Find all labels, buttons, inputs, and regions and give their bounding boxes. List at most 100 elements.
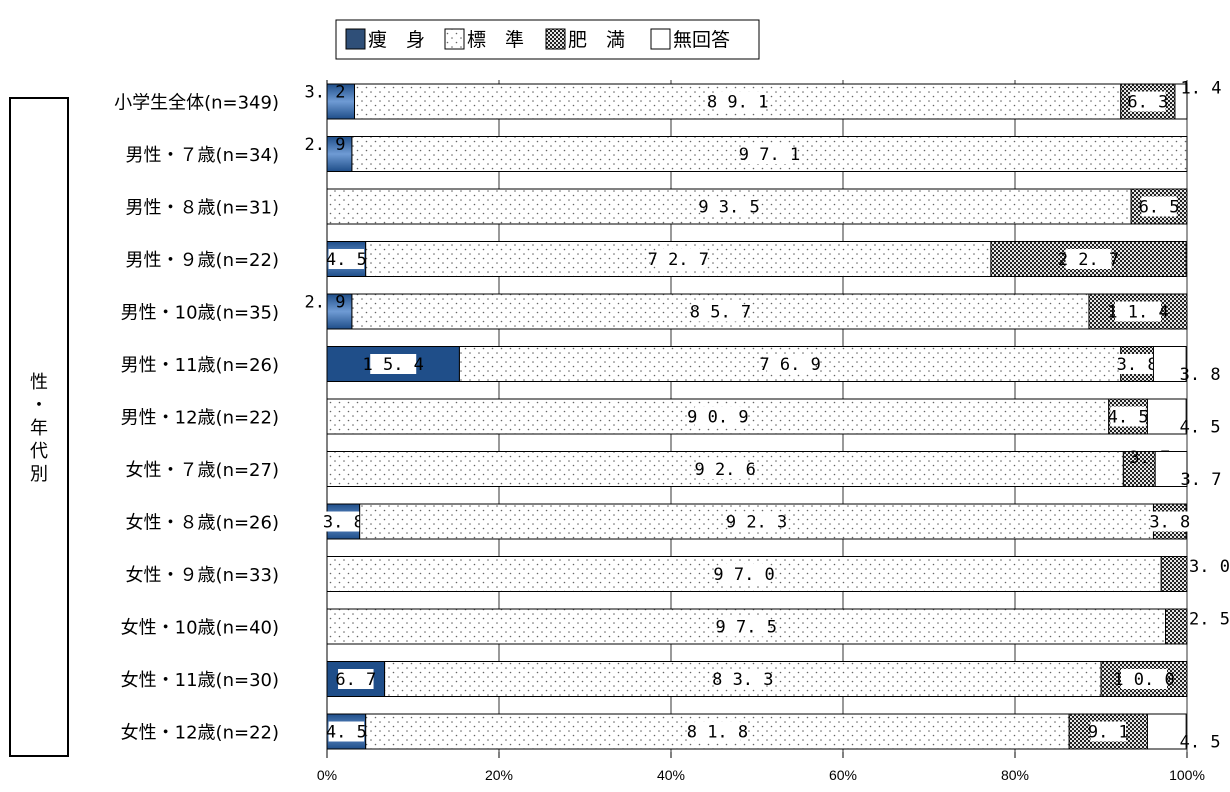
value-label-bg [719, 669, 766, 689]
value-label-bg [1130, 91, 1166, 112]
category-label: 男性・７歳(n=34) [126, 145, 279, 166]
value-label: 4. 5 [1180, 418, 1221, 438]
bar-row: 9 7. 0 3. 0 [326, 556, 1230, 592]
value-label: 2. 9 [305, 293, 346, 313]
value-label: 9 7. 0 [713, 565, 774, 585]
bar-row: 2. 9 9 7. 1 [305, 135, 1188, 172]
value-label: 9. 1 [1088, 723, 1129, 743]
value-label: 8 5. 7 [690, 303, 751, 323]
legend-label: 標 準 [467, 29, 524, 51]
group-label-char: 性 [30, 372, 48, 393]
bar-segment [1174, 83, 1188, 120]
bar-segment [1165, 608, 1188, 645]
category-label: 男性・９歳(n=22) [126, 250, 279, 271]
value-label: 4. 5 [1180, 733, 1221, 753]
x-tick-label: 100% [1169, 767, 1205, 783]
bar-segment [326, 188, 1132, 225]
bar-row: 9 0. 9 4. 5 4. 5 [326, 398, 1221, 438]
value-label: 9 2. 6 [694, 460, 755, 480]
value-label-bg [1152, 511, 1188, 532]
group-label-char: 別 [30, 464, 48, 485]
category-label: 女性・10歳(n=40) [121, 618, 279, 639]
value-label: 9 0. 9 [687, 408, 748, 428]
value-label-bg [723, 616, 770, 637]
value-label: 9 2. 3 [726, 513, 787, 533]
value-label: 7 2. 7 [648, 250, 709, 270]
value-label-bg [655, 249, 702, 269]
bar-segment [1152, 346, 1187, 382]
value-label-bg [325, 511, 362, 532]
value-label-bg [694, 406, 741, 427]
legend-label: 痩 身 [368, 29, 425, 51]
value-label: 3. 7 [1181, 470, 1222, 490]
category-label: 小学生全体(n=349) [114, 93, 279, 114]
value-label-bg [706, 196, 753, 217]
value-label-bg [1141, 196, 1177, 217]
value-label-bg [1119, 354, 1155, 374]
value-label: 1 5. 4 [363, 355, 424, 375]
value-label-bg [697, 301, 744, 322]
value-label: 9 7. 5 [716, 618, 777, 638]
value-label-bg [721, 564, 768, 584]
category-label: 女性・８歳(n=26) [126, 513, 279, 534]
value-label-bg [1065, 249, 1112, 269]
value-label: 3. 8 [1149, 513, 1190, 533]
group-label-char: ・ [30, 395, 48, 416]
value-label: 2. 5 [1189, 610, 1230, 630]
bar-row: 1 5. 4 7 6. 9 3. 8 3. 8 [326, 346, 1221, 385]
category-label: 男性・11歳(n=26) [121, 355, 279, 376]
legend-label: 無回答 [673, 29, 730, 51]
value-label-bg [702, 459, 749, 479]
category-label: 男性・10歳(n=35) [121, 303, 279, 324]
value-label: 3. 0 [1189, 557, 1230, 577]
category-label: 女性・12歳(n=22) [121, 723, 279, 744]
value-label: 8 9. 1 [707, 93, 768, 113]
x-tick-label: 60% [829, 767, 857, 783]
group-label-box: 性・年代別 [9, 97, 69, 757]
bar-row: 3. 2 8 9. 1 6. 3 1. 4 [305, 79, 1221, 120]
legend-label: 肥 満 [568, 29, 625, 51]
x-tick-label: 80% [1001, 767, 1029, 783]
value-label: 2. 9 [305, 135, 346, 155]
value-label-bg [328, 249, 365, 269]
legend-swatch [345, 28, 366, 50]
value-label: 9 3. 5 [698, 198, 759, 218]
legend-swatch [444, 28, 465, 50]
value-label: 7 6. 9 [759, 355, 820, 375]
value-label-bg [694, 721, 741, 742]
value-label: 6. 7 [335, 670, 376, 690]
value-label-bg [746, 144, 793, 164]
value-label-bg [328, 721, 365, 742]
value-label: 4. 5 [1108, 408, 1149, 428]
bar-row: 6. 7 8 3. 3 1 0. 0 [326, 661, 1188, 697]
value-label: 9 7. 1 [739, 145, 800, 165]
value-label: 6. 3 [1127, 93, 1168, 113]
bar-row: 9 2. 63. 73. 7 [326, 448, 1222, 490]
group-label-char: 年 [30, 418, 48, 439]
value-label: 3. 8 [1117, 355, 1158, 375]
legend-swatch [650, 28, 671, 50]
bar-segment [326, 293, 353, 330]
value-label-bg [1121, 669, 1167, 689]
value-label-bg [370, 354, 417, 374]
value-label: 4. 5 [326, 250, 367, 270]
value-label-bg [1110, 406, 1146, 427]
value-label: 3. 8 [1180, 365, 1221, 385]
value-label: 8 3. 3 [712, 670, 773, 690]
x-tick-label: 0% [317, 767, 337, 783]
x-tick-label: 40% [657, 767, 685, 783]
category-label: 女性・９歳(n=33) [126, 565, 279, 586]
value-label: 6. 5 [1139, 198, 1180, 218]
bar-row: 9 3. 5 6. 5 [326, 188, 1188, 225]
category-label: 男性・12歳(n=22) [121, 408, 279, 429]
bar-segment [326, 136, 353, 172]
value-label-bg [338, 669, 374, 689]
value-label-bg [733, 511, 780, 532]
bar-row: 9 7. 5 2. 5 [326, 608, 1230, 645]
value-label: 8 1. 8 [687, 723, 748, 743]
value-label: 3. 2 [305, 83, 346, 103]
legend: 痩 身 標 準 肥 満 無回答 [335, 19, 760, 60]
value-label: 1 1. 4 [1107, 303, 1168, 323]
bar-segment [1146, 398, 1187, 435]
